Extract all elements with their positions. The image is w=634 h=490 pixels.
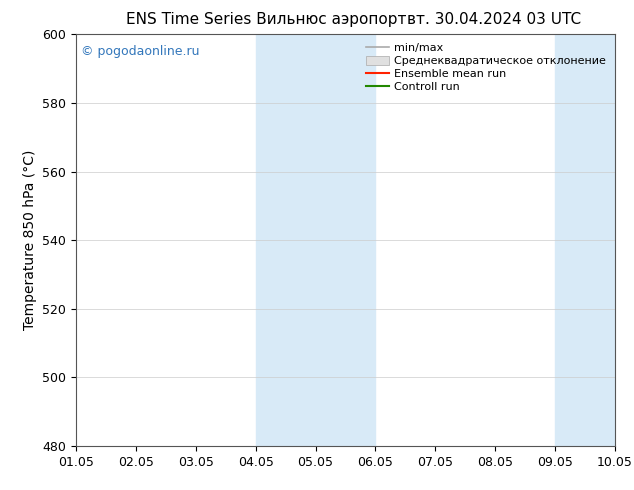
Bar (256, 34, 375, 446)
Y-axis label: Temperature 850 hPa (°C): Temperature 850 hPa (°C) (23, 150, 37, 330)
Text: ENS Time Series Вильнюс аэропорт: ENS Time Series Вильнюс аэропорт (126, 12, 406, 27)
Text: вт. 30.04.2024 03 UTC: вт. 30.04.2024 03 UTC (408, 12, 581, 27)
Text: © pogodaonline.ru: © pogodaonline.ru (81, 45, 200, 58)
Bar (555, 34, 615, 446)
Legend: min/max, Среднеквадратическое отклонение, Ensemble mean run, Controll run: min/max, Среднеквадратическое отклонение… (363, 40, 609, 95)
